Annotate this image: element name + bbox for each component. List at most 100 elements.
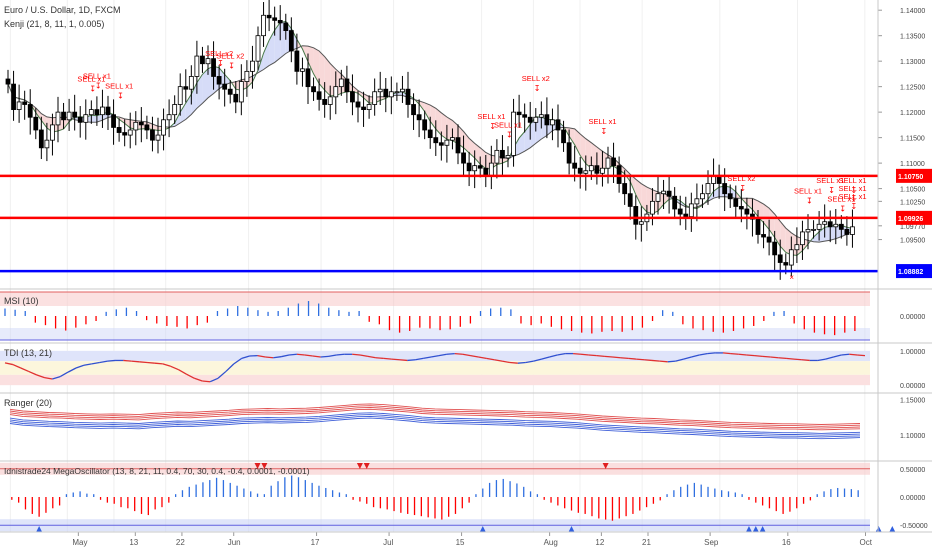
candle-body[interactable] (238, 81, 244, 103)
candle-body[interactable] (461, 152, 466, 164)
candle-body[interactable] (527, 116, 533, 123)
candle-body[interactable] (405, 88, 411, 105)
candle-body[interactable] (272, 17, 278, 21)
candle-body[interactable] (700, 193, 705, 200)
candle-body[interactable] (572, 162, 578, 169)
megaoscillator-panel[interactable]: Idnistrade24 MegaOscillator (13, 8, 21, … (0, 462, 928, 533)
candle-body[interactable] (194, 55, 200, 77)
candle-body[interactable] (11, 83, 16, 110)
candle-body[interactable] (233, 93, 239, 103)
candle-body[interactable] (72, 111, 78, 118)
candle-body[interactable] (722, 183, 728, 195)
candle-body[interactable] (350, 91, 355, 103)
candle-body[interactable] (105, 106, 111, 116)
candle-body[interactable] (377, 88, 383, 93)
candle-body[interactable] (5, 78, 11, 85)
candle-body[interactable] (472, 165, 478, 172)
msi-panel[interactable]: MSI (10) 0.00000 (0, 291, 925, 341)
candle-body[interactable] (422, 119, 428, 131)
candle-body[interactable] (588, 165, 594, 172)
candle-body[interactable] (94, 109, 100, 116)
candle-body[interactable] (333, 86, 339, 98)
candle-body[interactable] (538, 114, 544, 118)
candle-body[interactable] (411, 104, 416, 116)
candle-body[interactable] (372, 91, 378, 105)
candle-body[interactable] (683, 213, 689, 218)
candle-body[interactable] (450, 137, 455, 141)
candle-body[interactable] (577, 167, 583, 174)
candle-body[interactable] (205, 58, 211, 65)
candle-body[interactable] (361, 106, 366, 110)
candle-body[interactable] (133, 121, 139, 131)
candle-body[interactable] (605, 157, 611, 169)
candle-body[interactable] (633, 206, 639, 225)
candle-body[interactable] (16, 101, 22, 110)
candle-body[interactable] (616, 165, 622, 184)
candle-body[interactable] (44, 139, 50, 149)
candle-body[interactable] (772, 241, 778, 256)
candle-body[interactable] (800, 231, 805, 246)
candle-body[interactable] (344, 78, 350, 93)
candle-body[interactable] (705, 183, 711, 195)
candle-body[interactable] (138, 121, 144, 126)
candle-body[interactable] (27, 104, 33, 118)
candle-body[interactable] (827, 221, 833, 228)
candle-body[interactable] (511, 111, 516, 156)
candle-body[interactable] (394, 91, 400, 94)
candle-body[interactable] (311, 86, 316, 93)
candle-body[interactable] (844, 228, 850, 235)
price-panel[interactable]: 1.09500 1.09770 1.10250 1.10500 1.11000 1.115… (0, 0, 932, 532)
candle-body[interactable] (677, 208, 683, 215)
candle-body[interactable] (266, 14, 272, 19)
candle-body[interactable] (83, 114, 89, 123)
candle-body[interactable] (366, 104, 372, 110)
candle-body[interactable] (522, 114, 528, 118)
candle-body[interactable] (244, 70, 250, 82)
candle-body[interactable] (600, 167, 605, 174)
candle-body[interactable] (188, 76, 194, 90)
candle-body[interactable] (805, 228, 811, 233)
candle-body[interactable] (850, 226, 855, 235)
candle-body[interactable] (494, 149, 500, 164)
candle-body[interactable] (227, 88, 233, 95)
candle-body[interactable] (466, 162, 472, 172)
candle-body[interactable] (38, 129, 44, 149)
candle-body[interactable] (477, 165, 483, 169)
candle-body[interactable] (33, 116, 39, 131)
candle-body[interactable] (638, 221, 644, 225)
candle-body[interactable] (316, 91, 322, 100)
candle-body[interactable] (77, 116, 83, 123)
time-axis[interactable]: May 13 22 Jun 17 Jul 15 Aug 12 21 Sep 16 Oct (72, 532, 873, 547)
candle-body[interactable] (611, 157, 616, 167)
candle-body[interactable] (438, 142, 444, 146)
candle-body[interactable] (661, 190, 666, 195)
candle-body[interactable] (150, 129, 155, 141)
candle-body[interactable] (666, 190, 672, 197)
candle-body[interactable] (416, 114, 422, 121)
candle-body[interactable] (744, 208, 750, 215)
candle-body[interactable] (777, 254, 783, 263)
candle-body[interactable] (400, 88, 405, 93)
candle-body[interactable] (766, 236, 772, 243)
candle-body[interactable] (822, 221, 828, 225)
candle-body[interactable] (833, 223, 839, 228)
candle-body[interactable] (500, 149, 505, 159)
candle-body[interactable] (216, 76, 222, 85)
candle-body[interactable] (794, 244, 800, 251)
candle-body[interactable] (100, 106, 105, 116)
candle-body[interactable] (738, 206, 744, 210)
candle-body[interactable] (672, 195, 678, 210)
candle-body[interactable] (388, 91, 394, 98)
candle-body[interactable] (755, 218, 761, 235)
candle-body[interactable] (255, 35, 261, 62)
candle-body[interactable] (177, 86, 183, 105)
candle-body[interactable] (733, 198, 739, 207)
candle-body[interactable] (66, 111, 72, 121)
candle-body[interactable] (283, 22, 289, 31)
candle-body[interactable] (838, 223, 844, 230)
candle-body[interactable] (277, 19, 283, 24)
candle-body[interactable] (488, 162, 494, 177)
candle-body[interactable] (555, 119, 561, 131)
candle-body[interactable] (111, 114, 116, 128)
candle-body[interactable] (688, 203, 694, 218)
